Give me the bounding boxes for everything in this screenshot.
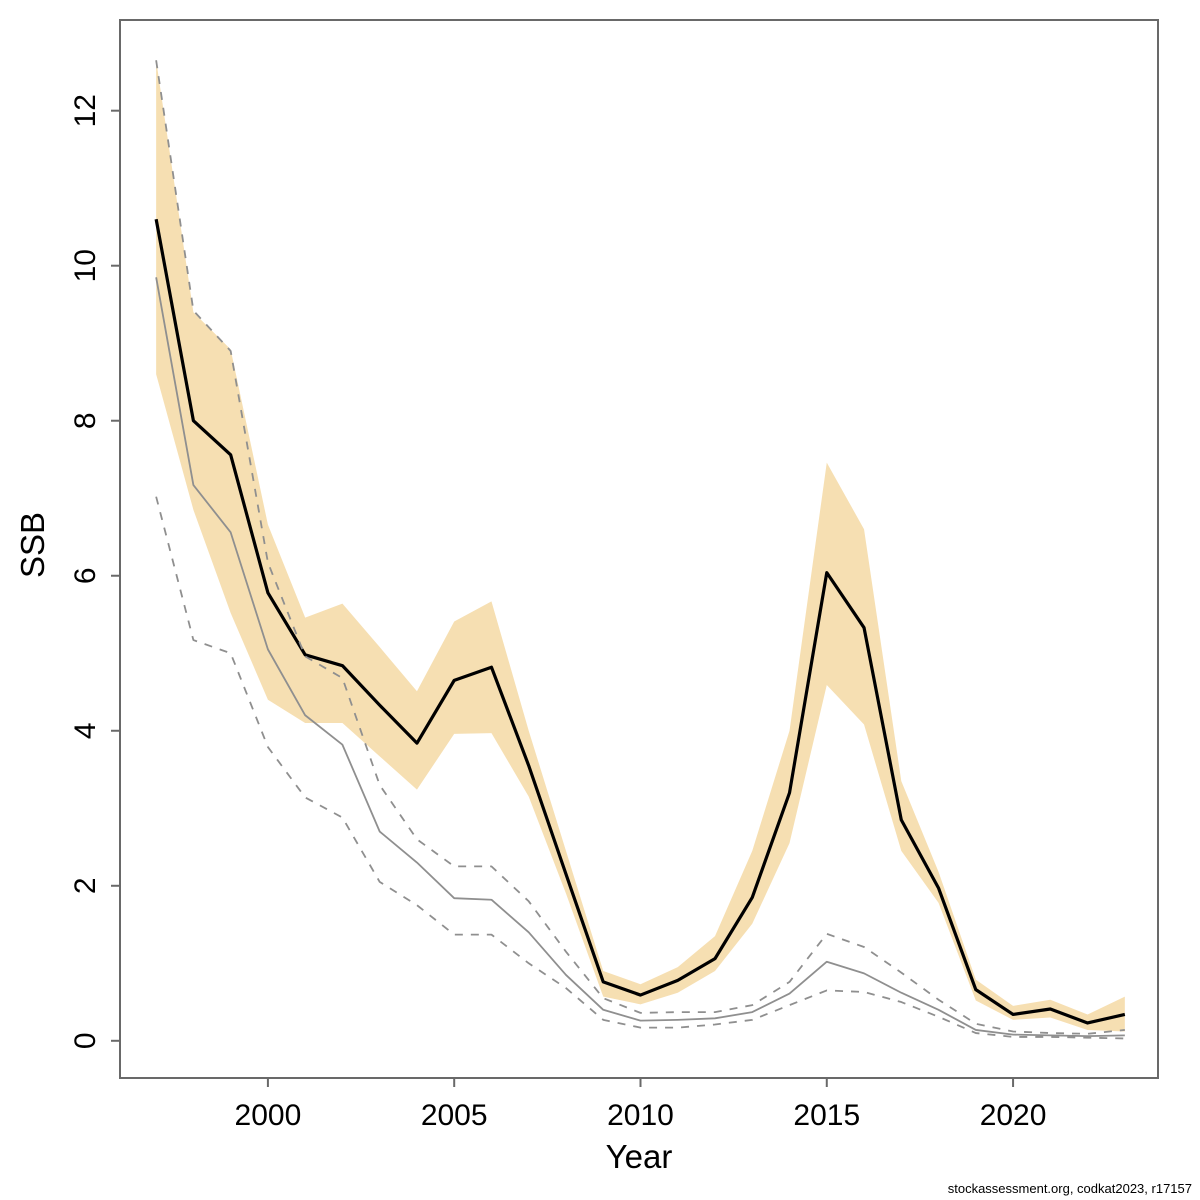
y-tick-label: 10 xyxy=(69,249,102,282)
x-tick-label: 2010 xyxy=(607,1099,674,1132)
confidence-band-layer xyxy=(156,60,1125,1032)
comparison-run-line xyxy=(155,277,1125,1038)
comparison-run-ci-upper-line xyxy=(155,60,1125,1035)
attribution-text: stockassessment.org, codkat2023, r17157 xyxy=(948,1181,1192,1196)
y-axis-title: SSB xyxy=(14,512,51,578)
plot-box xyxy=(119,19,1159,1079)
x-tick-label: 2015 xyxy=(793,1099,860,1132)
axes-layer: 0 2 4 6 8 10 12 2000 2005 2010 2015 2020 xyxy=(69,19,1159,1132)
y-tick-label: 8 xyxy=(69,412,102,429)
y-tick-label: 6 xyxy=(69,567,102,584)
x-tick-label: 2020 xyxy=(980,1099,1047,1132)
x-axis-title: Year xyxy=(606,1138,673,1175)
confidence-band xyxy=(156,60,1125,1032)
y-tick-label: 4 xyxy=(69,722,102,739)
x-tick-label: 2000 xyxy=(235,1099,302,1132)
x-tick-label: 2005 xyxy=(421,1099,488,1132)
y-tick-label: 12 xyxy=(69,94,102,127)
y-tick-label: 2 xyxy=(69,877,102,894)
y-tick-label: 0 xyxy=(69,1032,102,1049)
comparison-run-ci-lower-line xyxy=(155,496,1125,1040)
series-lines-layer xyxy=(154,60,1126,1040)
ssb-estimate-line xyxy=(154,218,1126,1025)
